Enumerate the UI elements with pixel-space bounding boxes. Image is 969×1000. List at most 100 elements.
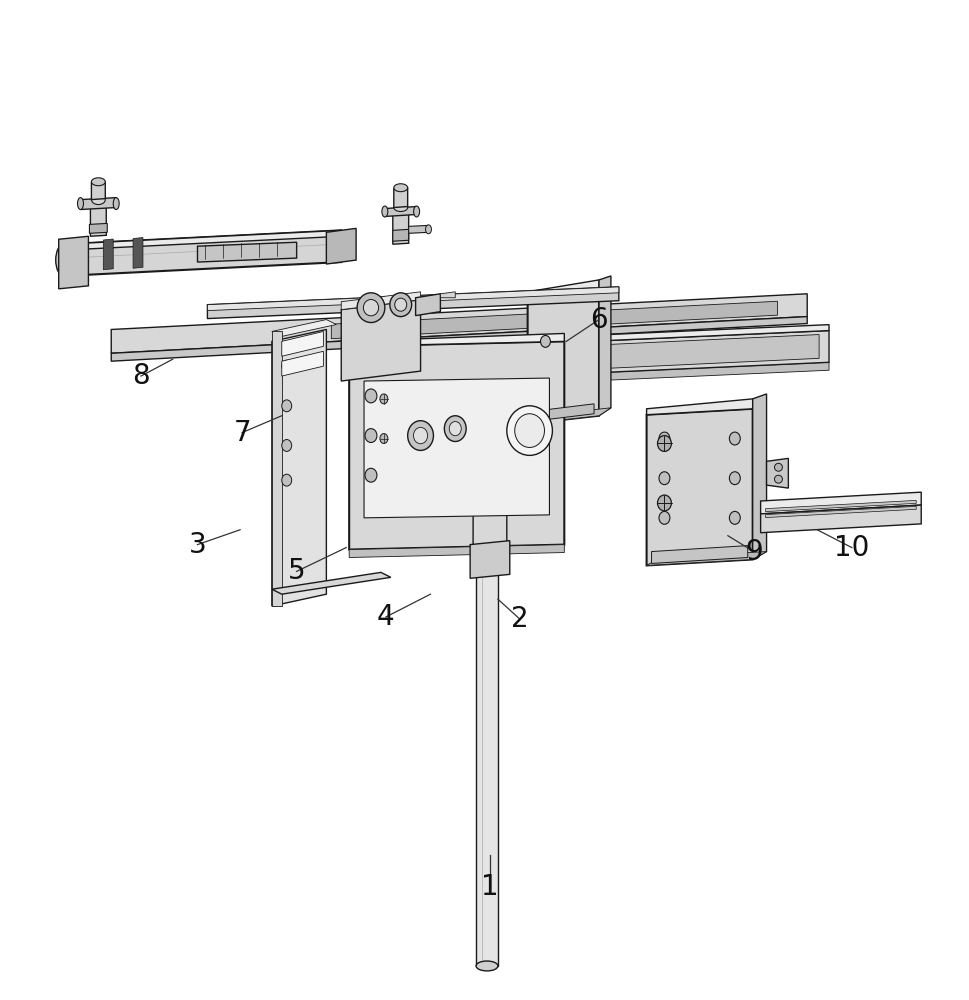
Polygon shape <box>349 545 564 558</box>
Polygon shape <box>91 182 106 200</box>
Polygon shape <box>207 287 618 319</box>
Polygon shape <box>527 292 599 424</box>
Polygon shape <box>271 572 391 594</box>
Polygon shape <box>271 329 326 606</box>
Polygon shape <box>415 294 440 316</box>
Polygon shape <box>111 317 806 361</box>
Ellipse shape <box>658 432 670 445</box>
Polygon shape <box>198 242 297 262</box>
Polygon shape <box>473 505 506 572</box>
Polygon shape <box>651 546 747 563</box>
Polygon shape <box>363 378 548 518</box>
Polygon shape <box>392 212 408 244</box>
Polygon shape <box>391 325 828 350</box>
Polygon shape <box>646 409 752 565</box>
Polygon shape <box>331 301 777 339</box>
Polygon shape <box>393 188 407 208</box>
Polygon shape <box>207 287 618 311</box>
Polygon shape <box>349 341 564 550</box>
Text: 10: 10 <box>833 534 868 562</box>
Polygon shape <box>281 351 323 376</box>
Ellipse shape <box>540 335 549 347</box>
Polygon shape <box>111 294 806 353</box>
Polygon shape <box>440 292 454 298</box>
Ellipse shape <box>113 198 119 210</box>
Ellipse shape <box>449 422 461 436</box>
Text: 5: 5 <box>288 557 305 585</box>
Ellipse shape <box>363 299 378 316</box>
Ellipse shape <box>393 184 407 192</box>
Ellipse shape <box>658 472 670 485</box>
Ellipse shape <box>476 961 497 971</box>
Polygon shape <box>760 505 921 533</box>
Ellipse shape <box>658 511 670 524</box>
Polygon shape <box>104 239 113 270</box>
Text: 2: 2 <box>511 605 528 633</box>
Polygon shape <box>599 276 610 416</box>
Polygon shape <box>476 505 497 966</box>
Polygon shape <box>59 236 88 289</box>
Ellipse shape <box>364 389 377 403</box>
Text: 8: 8 <box>132 362 149 390</box>
Polygon shape <box>392 229 408 241</box>
Polygon shape <box>271 320 336 336</box>
Ellipse shape <box>380 434 388 443</box>
Polygon shape <box>90 204 107 236</box>
Polygon shape <box>765 506 916 518</box>
Polygon shape <box>527 280 599 300</box>
Polygon shape <box>281 331 323 356</box>
Ellipse shape <box>515 414 544 447</box>
Ellipse shape <box>657 436 671 451</box>
Polygon shape <box>646 399 752 415</box>
Ellipse shape <box>413 206 420 217</box>
Ellipse shape <box>773 463 782 471</box>
Polygon shape <box>470 541 510 578</box>
Ellipse shape <box>773 475 782 483</box>
Polygon shape <box>326 228 356 264</box>
Ellipse shape <box>364 468 377 482</box>
Ellipse shape <box>91 195 106 205</box>
Ellipse shape <box>729 432 739 445</box>
Ellipse shape <box>55 244 72 276</box>
Text: 9: 9 <box>744 538 762 566</box>
Polygon shape <box>349 333 564 346</box>
Polygon shape <box>341 300 421 381</box>
Polygon shape <box>271 331 281 606</box>
Polygon shape <box>400 335 818 378</box>
Polygon shape <box>760 492 921 514</box>
Polygon shape <box>766 458 788 488</box>
Ellipse shape <box>380 394 388 404</box>
Ellipse shape <box>407 421 433 450</box>
Ellipse shape <box>357 293 385 323</box>
Polygon shape <box>391 331 828 382</box>
Polygon shape <box>341 292 421 310</box>
Ellipse shape <box>729 472 739 485</box>
Ellipse shape <box>382 206 388 217</box>
Ellipse shape <box>657 495 671 511</box>
Text: 1: 1 <box>481 873 498 901</box>
Polygon shape <box>89 223 108 233</box>
Polygon shape <box>133 238 142 268</box>
Ellipse shape <box>393 204 407 212</box>
Ellipse shape <box>425 225 431 234</box>
Polygon shape <box>752 394 766 559</box>
Text: 6: 6 <box>589 306 608 334</box>
Polygon shape <box>527 408 610 424</box>
Text: 7: 7 <box>234 419 251 447</box>
Polygon shape <box>408 225 428 233</box>
Ellipse shape <box>506 406 552 455</box>
Polygon shape <box>765 500 916 512</box>
Polygon shape <box>385 207 416 216</box>
Ellipse shape <box>281 440 292 451</box>
Ellipse shape <box>729 511 739 524</box>
Ellipse shape <box>364 429 377 442</box>
Polygon shape <box>537 404 593 421</box>
Ellipse shape <box>413 427 427 444</box>
Polygon shape <box>64 230 341 276</box>
Ellipse shape <box>78 198 83 210</box>
Polygon shape <box>391 362 828 390</box>
Ellipse shape <box>444 416 466 442</box>
Ellipse shape <box>281 400 292 412</box>
Ellipse shape <box>91 178 106 186</box>
Ellipse shape <box>390 293 411 317</box>
